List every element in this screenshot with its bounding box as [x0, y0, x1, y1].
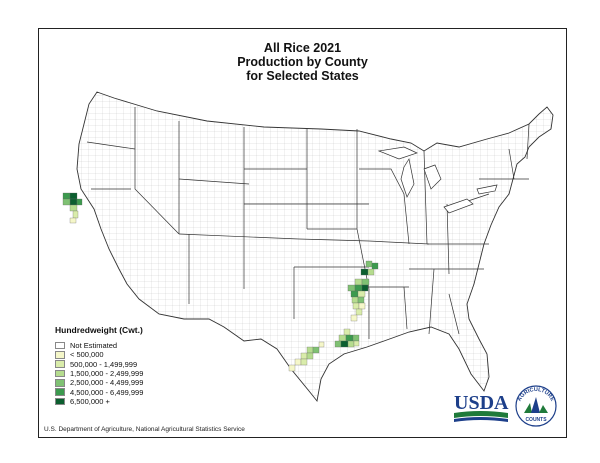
state-boundaries: [86, 107, 530, 339]
logo-sub-text: COUNTS: [525, 417, 547, 423]
county-ar-10: [351, 296, 359, 304]
county-ca-4: [62, 198, 71, 206]
us-outline: [76, 91, 554, 403]
title-line-2: Production by County: [237, 55, 368, 69]
usda-agriculture-counts-logo: USDA AGRICULTURE COUNTS: [454, 385, 557, 427]
county-ar-7: [361, 284, 369, 292]
county-ms-2: [355, 308, 363, 316]
county-ar-11: [357, 296, 365, 304]
legend-item: Not Estimated: [55, 341, 143, 350]
legend-label: < 500,000: [70, 350, 104, 360]
legend-label: 2,500,000 - 4,499,999: [70, 378, 144, 388]
county-la-1: [343, 328, 351, 336]
legend: Hundredweight (Cwt.) Not Estimated < 500,…: [55, 325, 143, 406]
county-ar-9: [357, 290, 366, 298]
county-mo-1: [365, 260, 373, 268]
county-ar-1: [360, 268, 369, 276]
county-tx-8: [318, 341, 325, 348]
county-tx-6: [300, 358, 308, 366]
legend-label: 1,500,000 - 2,499,999: [70, 369, 144, 379]
county-la-6: [340, 340, 349, 348]
county-ar-6: [354, 284, 363, 292]
county-tx-7: [288, 364, 296, 372]
county-ar-2: [367, 268, 375, 276]
county-tx-5: [294, 358, 302, 366]
legend-label: Not Estimated: [70, 341, 118, 351]
county-ca-2: [69, 192, 78, 200]
county-la-n-1: [350, 314, 358, 322]
county-ca-7: [72, 210, 79, 219]
county-la-4: [352, 334, 360, 342]
title-line-3: for Selected States: [246, 69, 359, 83]
county-ar-8: [350, 290, 359, 298]
county-ar-12: [352, 302, 360, 310]
county-la-3: [345, 334, 354, 342]
county-ar-5: [347, 284, 356, 292]
county-la-5: [334, 340, 342, 348]
legend-item: 1,500,000 - 2,499,999: [55, 369, 143, 378]
county-la-2: [338, 334, 347, 342]
legend-item: 4,500,000 - 6,499,999: [55, 387, 144, 397]
legend-item: 500,000 - 1,499,999: [55, 360, 143, 369]
legend-swatch: [55, 369, 65, 378]
legend-swatch: [55, 341, 65, 350]
county-tx-4: [306, 352, 314, 360]
logo-swoosh: [454, 411, 508, 418]
legend-item: < 500,000: [55, 350, 143, 359]
title-line-1: All Rice 2021: [263, 41, 342, 55]
county-la-8: [353, 340, 360, 347]
legend-label: 6,500,000 +: [70, 396, 110, 406]
county-ar-4: [361, 278, 370, 286]
county-tx-3: [300, 352, 308, 360]
county-mo-2: [371, 262, 379, 270]
legend-title: Hundredweight (Cwt.): [55, 325, 143, 335]
county-ms-1: [358, 302, 366, 310]
logo-swoosh-2: [454, 417, 508, 422]
county-ca-5: [76, 198, 83, 206]
rice-counties: [62, 192, 379, 372]
legend-item: 2,500,000 - 4,499,999: [55, 378, 143, 387]
legend-swatch: [55, 397, 65, 406]
legend-swatch: [55, 351, 65, 359]
map-frame: All Rice 2021 Production by County for S…: [38, 28, 567, 438]
legend-swatch: [55, 379, 65, 387]
county-tx-2: [312, 346, 320, 354]
legend-swatch: [55, 360, 65, 368]
great-lakes: [377, 146, 498, 214]
county-ca-1: [62, 192, 71, 200]
county-ca-6: [69, 204, 78, 212]
county-ar-3: [354, 278, 363, 286]
legend-label: 4,500,000 - 6,499,999: [70, 387, 144, 397]
county-ca-3: [69, 198, 78, 206]
county-tx-1: [306, 346, 314, 354]
legend-swatch: [55, 388, 65, 396]
legend-item: 6,500,000 +: [55, 397, 143, 406]
county-la-7: [347, 340, 355, 348]
us-county-map: [62, 91, 554, 403]
county-ca-8: [69, 217, 77, 224]
legend-label: 500,000 - 1,499,999: [70, 359, 138, 369]
logo-counts-emblem: AGRICULTURE COUNTS: [515, 385, 557, 427]
logo-usda-text: USDA: [454, 392, 509, 414]
source-note: U.S. Department of Agriculture, National…: [44, 426, 245, 433]
map-title: All Rice 2021 Production by County for S…: [39, 41, 566, 83]
